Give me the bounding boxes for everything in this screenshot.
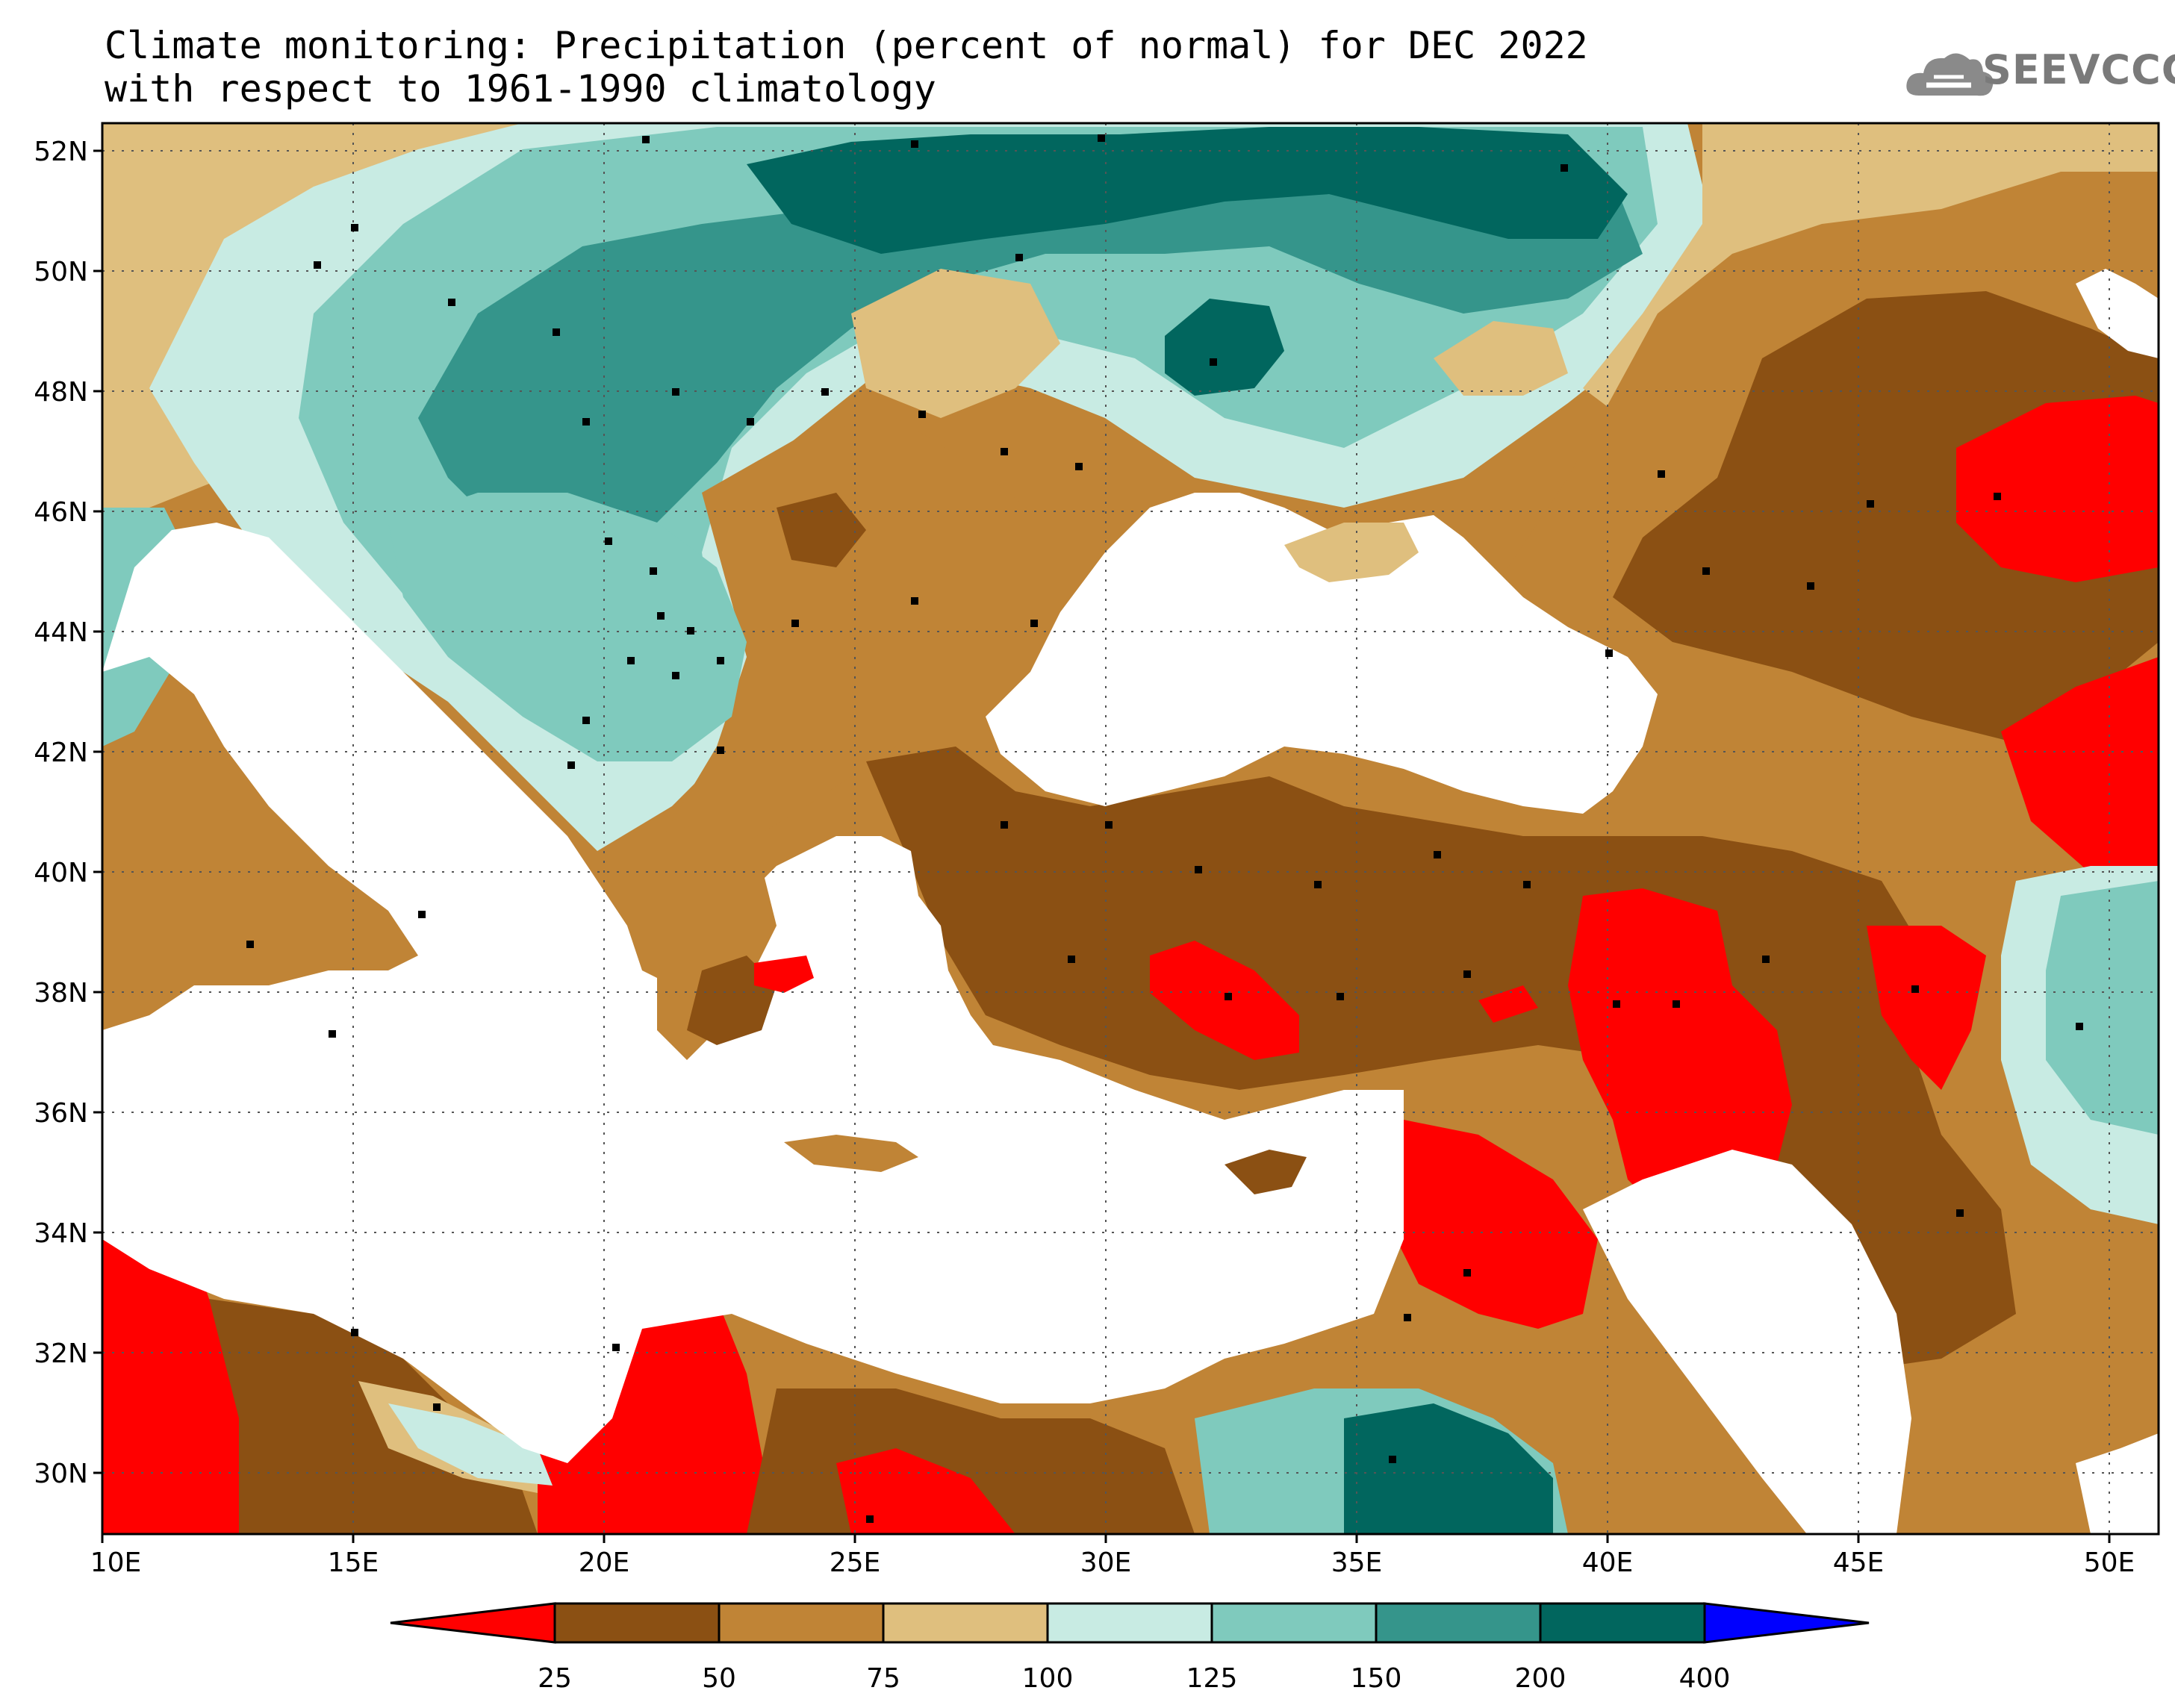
crimea-peninsula — [1284, 523, 1419, 582]
lon-label: 40E — [1582, 1548, 1634, 1578]
red-region-syria — [1389, 1120, 1598, 1329]
lon-label: 10E — [90, 1548, 142, 1578]
lon-label: 15E — [328, 1548, 379, 1578]
lat-label: 48N — [34, 377, 88, 408]
crete-island — [784, 1135, 918, 1172]
lat-label: 32N — [34, 1338, 88, 1369]
red-region-iraq — [1867, 926, 1986, 1090]
colorbar — [390, 1602, 1870, 1644]
lat-label: 36N — [34, 1098, 88, 1129]
dark-teal-region-north — [418, 142, 1643, 567]
lat-label: 52N — [34, 137, 88, 167]
logo-text: SEEVCCC — [1982, 46, 2175, 93]
lon-label: 30E — [1080, 1548, 1132, 1578]
light-teal-region-balkans — [388, 493, 747, 761]
red-region-tunisia — [102, 1239, 254, 1534]
lon-label: 25E — [830, 1548, 881, 1578]
red-region-caspian-north — [1956, 396, 2159, 582]
colorbar-segment — [882, 1602, 1049, 1644]
red-patch-peloponnese — [754, 956, 814, 993]
brown-region-balkans — [672, 418, 1105, 851]
colorbar-label: 400 — [1679, 1663, 1731, 1694]
black-sea — [986, 493, 1658, 814]
lat-label: 30N — [34, 1459, 88, 1489]
lat-label: 40N — [34, 858, 88, 888]
colorbar-segment — [1210, 1602, 1378, 1644]
colorbar-label: 200 — [1515, 1663, 1566, 1694]
red-region-caspian-south — [2001, 657, 2159, 881]
longitude-labels: 10E 15E 20E 25E 30E 35E 40E 45E 50E — [90, 1548, 2135, 1578]
lat-label: 34N — [34, 1218, 88, 1249]
tan-patch-east-ukraine — [1434, 321, 1568, 396]
red-patch-turkey-small — [1478, 985, 1538, 1023]
persian-gulf — [2076, 1433, 2159, 1534]
colorbar-segment — [1375, 1602, 1542, 1644]
tan-patch-ukraine — [851, 269, 1060, 418]
red-region-east-turkey — [1568, 888, 1792, 1209]
lat-label: 38N — [34, 978, 88, 1009]
colorbar-label: 50 — [702, 1663, 736, 1694]
brown-region-libya-west — [209, 1299, 538, 1534]
lon-label: 35E — [1331, 1548, 1383, 1578]
latitude-labels: 52N 50N 48N 46N 44N 42N 40N 38N 36N 34N … — [34, 137, 88, 1489]
colorbar-label: 75 — [866, 1663, 900, 1694]
lat-label: 44N — [34, 617, 88, 648]
colorbar-segment — [1046, 1602, 1213, 1644]
lon-label: 50E — [2084, 1548, 2135, 1578]
lon-label: 20E — [579, 1548, 630, 1578]
dark-brown-region-balkans — [777, 493, 866, 567]
light-teal-region-libya-coast — [388, 1403, 553, 1486]
colorbar-segment — [553, 1602, 721, 1644]
colorbar-label: 125 — [1186, 1663, 1238, 1694]
desert-white-syria — [1583, 1150, 1911, 1534]
tick-marks — [93, 149, 2111, 1543]
lat-label: 46N — [34, 497, 88, 528]
title-line-2: with respect to 1961-1990 climatology — [105, 67, 936, 110]
title-line-1: Climate monitoring: Precipitation (perce… — [105, 24, 1588, 67]
red-region-egypt — [836, 1448, 1015, 1534]
precipitation-map — [102, 123, 2159, 1534]
colorbar-labels: 25 50 75 100 125 150 200 400 — [538, 1663, 1730, 1694]
map-title: Climate monitoring: Precipitation (perce… — [105, 24, 1588, 110]
cloud-logo-icon — [1906, 53, 1994, 96]
colorbar-label: 150 — [1351, 1663, 1402, 1694]
dark-brown-region-east — [1613, 291, 2159, 747]
colorbar-segment — [1539, 1602, 1706, 1644]
dark-teal-region-sinai — [1344, 1403, 1553, 1534]
lat-label: 42N — [34, 738, 88, 768]
graticule — [102, 123, 2159, 1534]
colorbar-segment — [1703, 1602, 1870, 1644]
deepest-teal-region-north — [747, 127, 1628, 254]
lat-label: 50N — [34, 257, 88, 287]
station-markers — [246, 134, 2083, 1523]
deepest-teal-patch-center — [1165, 299, 1284, 396]
red-region-libya-east — [538, 1299, 777, 1534]
colorbar-label: 100 — [1022, 1663, 1074, 1694]
colorbar-segment — [718, 1602, 885, 1644]
mid-teal-region-iran — [2046, 881, 2159, 1135]
colorbar-segment — [390, 1602, 556, 1644]
caspian-sea — [2076, 269, 2159, 358]
map-frame — [101, 122, 2160, 1536]
brown-region-greece — [642, 821, 777, 1060]
colorbar-label: 25 — [538, 1663, 572, 1694]
lon-label: 45E — [1833, 1548, 1885, 1578]
cyprus-island — [1225, 1150, 1307, 1194]
